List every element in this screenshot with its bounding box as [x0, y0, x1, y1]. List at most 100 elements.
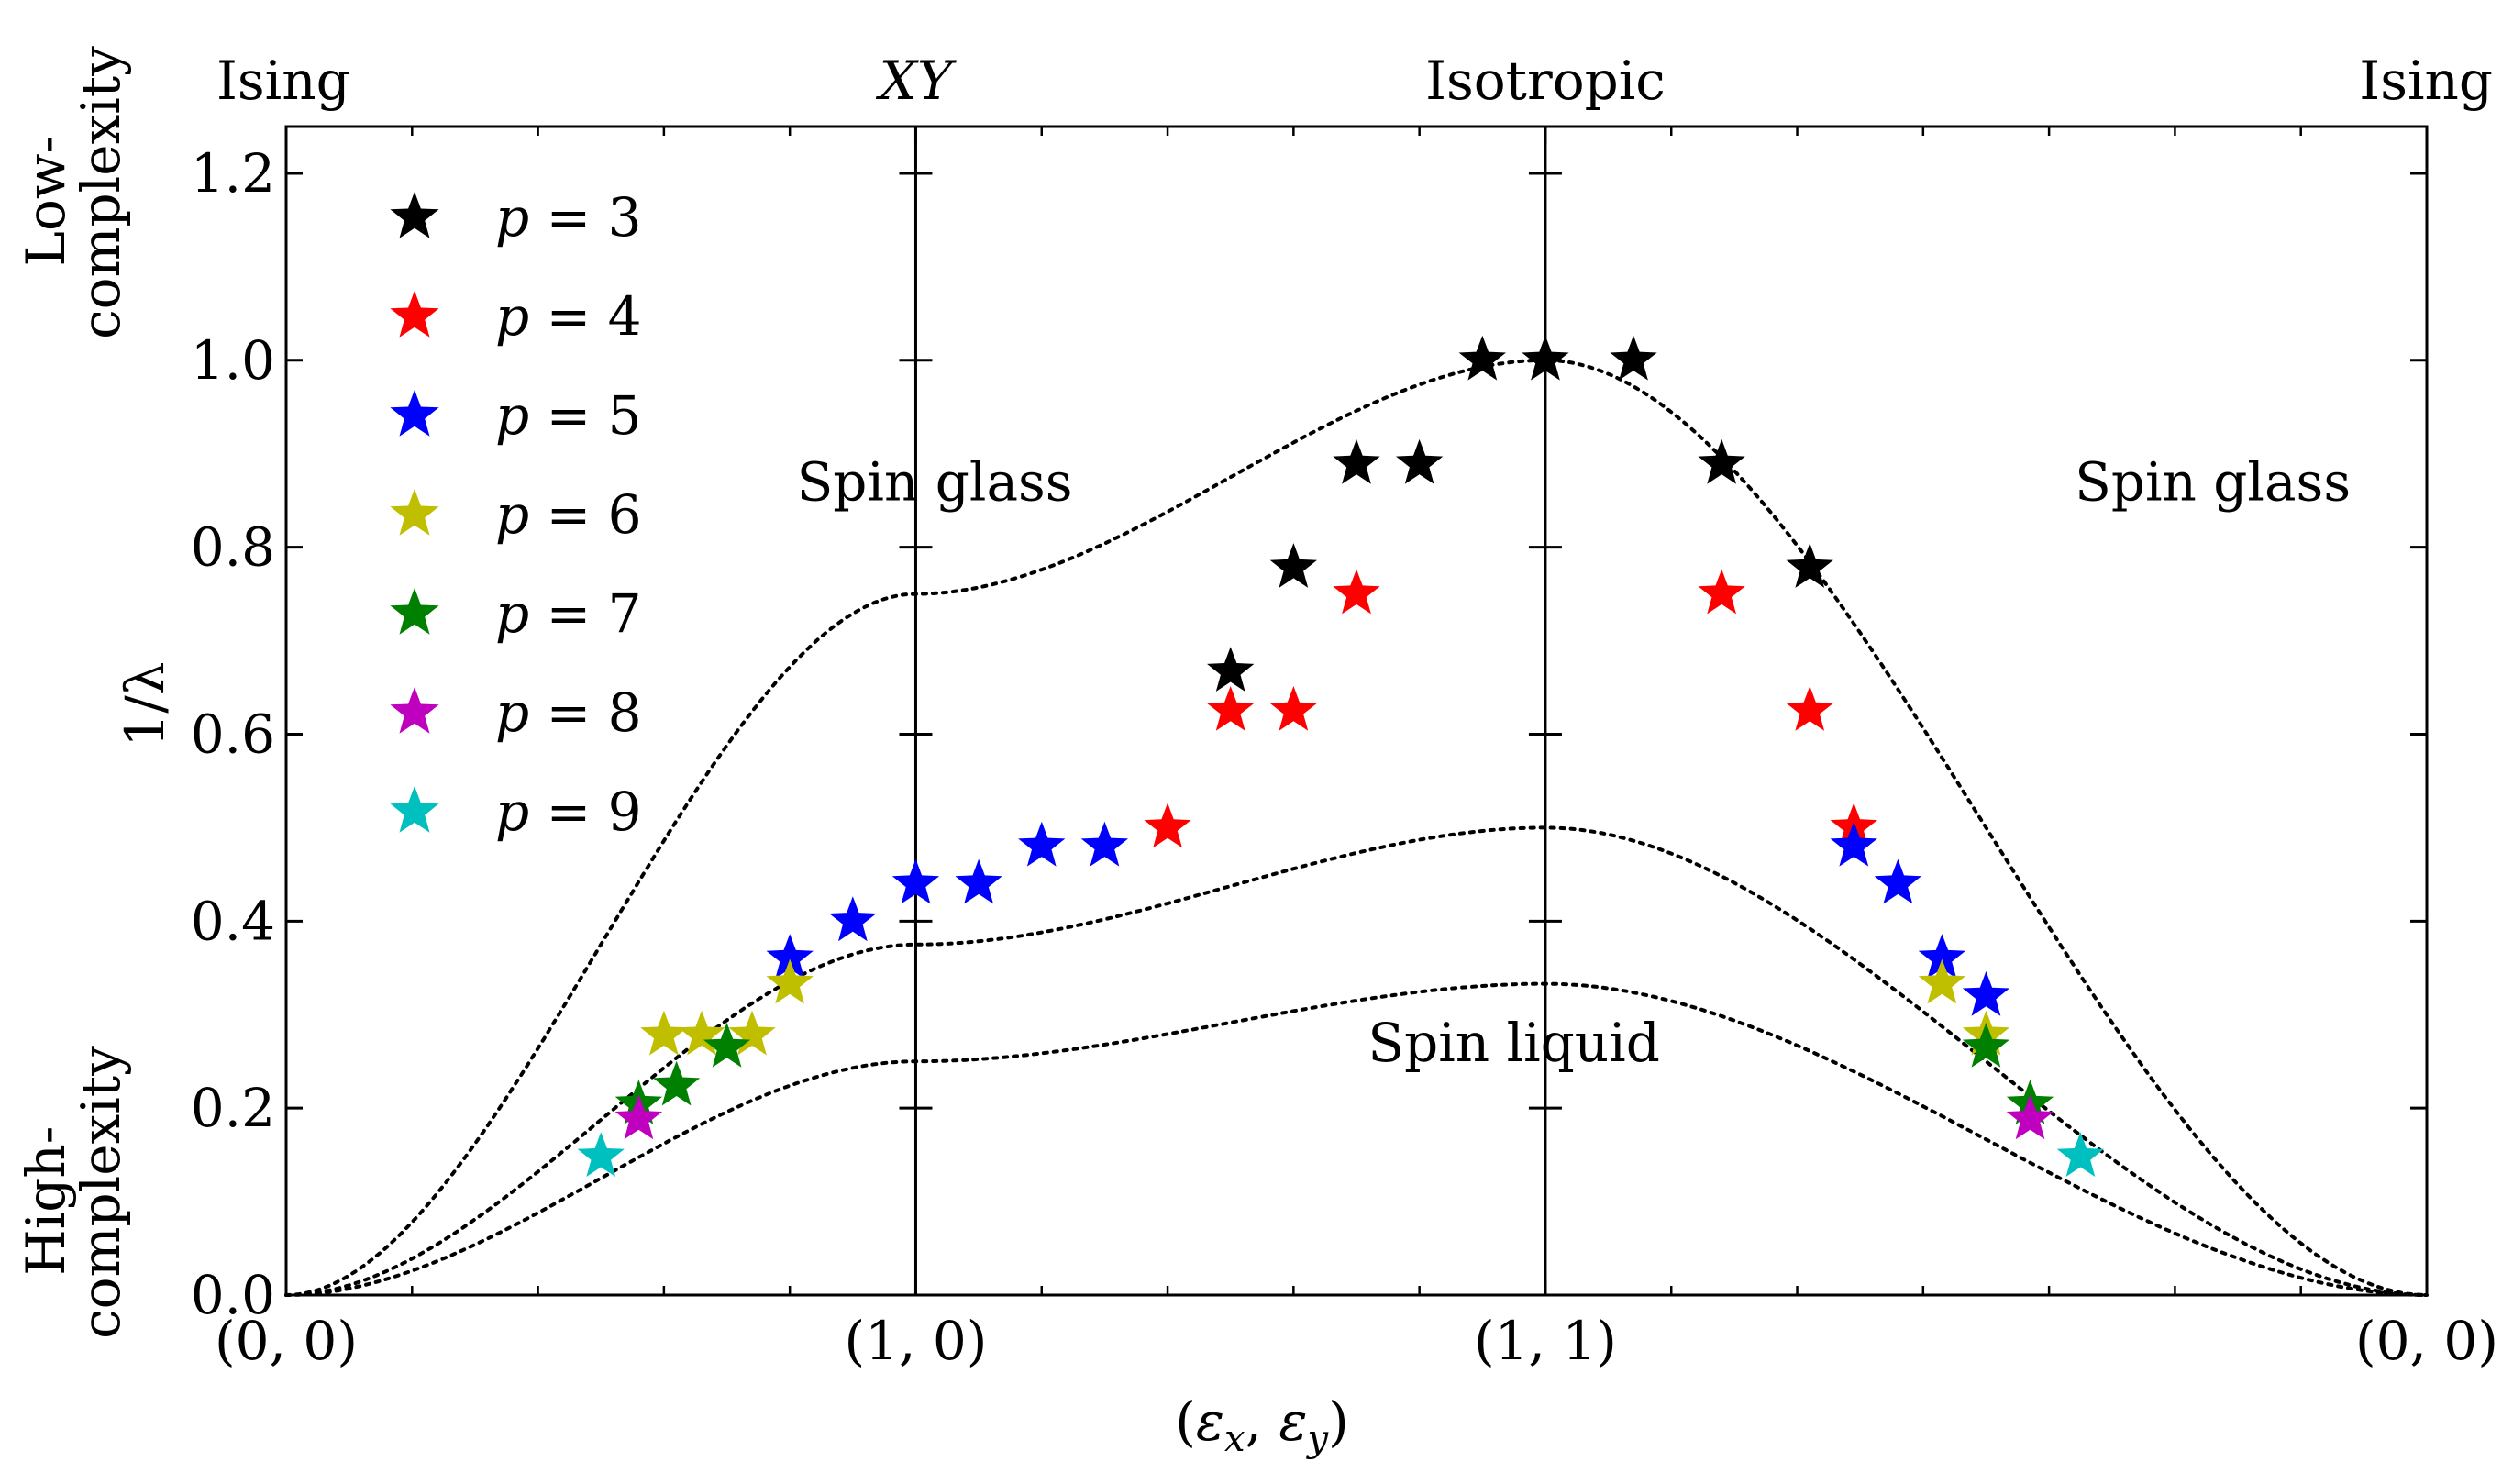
legend-label-val: 5 [608, 384, 642, 447]
legend-label: p = 7 [495, 582, 642, 645]
point-star [829, 896, 877, 942]
dotted-curves [284, 358, 2429, 1297]
legend-label-eq: = [529, 781, 607, 843]
point-star [703, 1022, 751, 1068]
high-complexity-label: High- complexity [15, 1046, 132, 1339]
top-label-ising-right: Ising [2359, 50, 2493, 112]
point-star [652, 1060, 701, 1106]
point-star [1018, 821, 1066, 867]
x-axis-label-eps-x: ε [1196, 1390, 1224, 1453]
y-tick-label: 0.4 [191, 890, 275, 952]
point-star [678, 1010, 725, 1056]
point-star [1144, 803, 1191, 848]
point-star [1830, 821, 1877, 867]
y-tick-label: 1.2 [191, 142, 275, 205]
legend-label-val: 4 [608, 285, 642, 348]
low-complexity-line-2: complexity [70, 46, 132, 339]
point-star [614, 1094, 663, 1140]
region-labels: Spin glass Spin glass Spin liquid [797, 450, 2352, 1074]
point-star [1786, 543, 1833, 588]
point-star [1962, 1022, 2010, 1068]
top-label-ising-left: Ising [216, 50, 350, 112]
point-star [1333, 438, 1380, 484]
top-label-isotropic: Isotropic [1425, 50, 1666, 112]
series-5 [766, 821, 2010, 1016]
series-3 [1207, 335, 1833, 692]
point-star [728, 1010, 776, 1056]
legend-label-eq: = [529, 384, 607, 447]
region-label-spin-glass-left: Spin glass [797, 450, 1073, 513]
legend-label-var: p [495, 582, 529, 645]
point-star [1522, 335, 1569, 381]
point-star [1962, 970, 2010, 1016]
y-tick-label: 0.6 [191, 703, 275, 765]
series-9 [577, 1132, 2105, 1177]
series-8 [614, 1094, 2054, 1140]
point-star [2006, 1094, 2054, 1140]
legend-marker [390, 489, 439, 536]
data-points [577, 335, 2105, 1177]
y-tick-label: 0.2 [191, 1077, 275, 1139]
point-star [1207, 686, 1255, 731]
point-star [1698, 438, 1745, 484]
low-complexity-label: Low- complexity [15, 46, 132, 339]
legend-label-var: p [495, 681, 529, 744]
dotted-curve [284, 981, 2429, 1297]
point-star [1333, 569, 1380, 615]
x-axis-label-comma: , [1245, 1390, 1279, 1453]
y-tick-label: 0.0 [191, 1264, 275, 1326]
x-axis-label-open: ( [1175, 1390, 1196, 1453]
x-axis-label-sub-x: x [1224, 1418, 1245, 1460]
x-axis-label: (εx, εy) [1175, 1390, 1349, 1460]
legend-label: p = 4 [495, 285, 642, 348]
legend-label-eq: = [529, 186, 607, 249]
legend-label-var: p [495, 483, 529, 546]
legend-label-var: p [495, 781, 529, 843]
point-star [577, 1132, 625, 1177]
legend-label-val: 3 [608, 186, 642, 249]
plot-frame [284, 125, 2429, 1297]
high-complexity-line-2: complexity [70, 1046, 132, 1339]
point-star [1918, 958, 1966, 1004]
legend-label-val: 6 [608, 483, 642, 546]
x-tick-label: (0, 0) [215, 1310, 358, 1372]
point-star [1786, 686, 1833, 731]
legend-label-eq: = [529, 681, 607, 744]
y-axis-label: 1/λ [114, 661, 176, 747]
top-labels: Ising XY Isotropic Ising [216, 50, 2493, 112]
point-star [2056, 1132, 2105, 1177]
legend-label-var: p [495, 186, 529, 249]
series-4 [1144, 569, 1877, 848]
point-star [1269, 686, 1317, 731]
region-label-spin-liquid: Spin liquid [1367, 1012, 1659, 1074]
point-star [1080, 821, 1129, 867]
x-tick-label: (0, 0) [2355, 1310, 2498, 1372]
vertical-lines [913, 127, 1547, 1295]
legend-label-eq: = [529, 285, 607, 348]
legend-marker [390, 390, 439, 437]
y-tick-label: 1.0 [191, 329, 275, 392]
legend-marker [390, 687, 439, 734]
point-star [640, 1010, 688, 1056]
y-tick-label: 0.8 [191, 516, 275, 579]
x-tick-labels: (0, 0) (1, 0) (1, 1) (0, 0) [215, 1310, 2498, 1372]
legend-label-var: p [495, 285, 529, 348]
legend: p = 3p = 4p = 5p = 6p = 7p = 8p = 9 [390, 186, 642, 843]
legend-label: p = 6 [495, 483, 642, 546]
region-label-spin-glass-right: Spin glass [2075, 450, 2351, 513]
y-tick-labels: 0.0 0.2 0.4 0.6 0.8 1.0 1.2 [191, 142, 275, 1326]
point-star [1458, 335, 1506, 381]
legend-label-var: p [495, 384, 529, 447]
x-axis-label-eps-y: ε [1279, 1390, 1307, 1453]
point-star [1396, 438, 1444, 484]
high-complexity-line-1: High- [15, 1126, 77, 1276]
legend-marker [390, 786, 439, 833]
legend-label-val: 8 [608, 681, 642, 744]
point-star [1918, 934, 1966, 979]
legend-label-val: 7 [608, 582, 642, 645]
legend-label: p = 8 [495, 681, 642, 744]
dotted-curve [284, 358, 2429, 1297]
legend-label: p = 9 [495, 781, 642, 843]
legend-label-eq: = [529, 582, 607, 645]
